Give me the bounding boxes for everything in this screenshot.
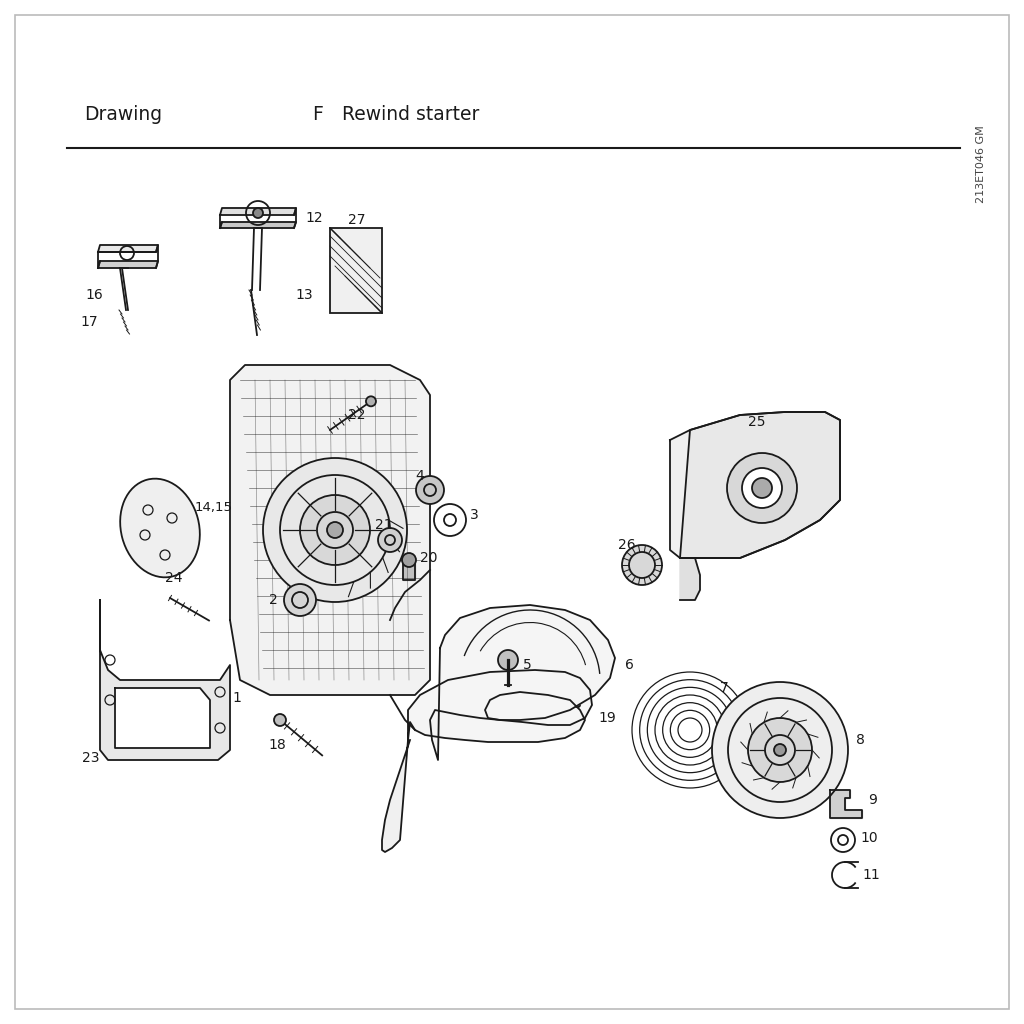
Polygon shape (230, 365, 430, 695)
Text: 1: 1 (232, 691, 241, 705)
Bar (330, 228, 382, 313)
Text: 2: 2 (269, 593, 278, 607)
Polygon shape (408, 670, 592, 742)
Text: 21: 21 (375, 518, 392, 532)
Polygon shape (98, 261, 158, 268)
Text: 19: 19 (598, 711, 615, 725)
Text: Drawing: Drawing (84, 105, 162, 125)
Text: 16: 16 (85, 288, 102, 302)
Text: 213ET046 GM: 213ET046 GM (976, 125, 986, 203)
Text: 18: 18 (268, 738, 286, 752)
Text: 25: 25 (748, 415, 766, 429)
Text: 24: 24 (165, 571, 182, 585)
Text: 3: 3 (470, 508, 479, 522)
Text: 12: 12 (305, 211, 323, 225)
Circle shape (274, 714, 286, 726)
Circle shape (498, 650, 518, 670)
Text: 5: 5 (523, 658, 531, 672)
Circle shape (300, 495, 370, 565)
Text: 20: 20 (420, 551, 437, 565)
Text: 14,15: 14,15 (195, 502, 233, 514)
Text: 4: 4 (415, 469, 424, 483)
Circle shape (712, 682, 848, 818)
Polygon shape (680, 412, 840, 558)
Polygon shape (100, 600, 230, 760)
Circle shape (284, 584, 316, 616)
Circle shape (622, 545, 662, 585)
Circle shape (742, 468, 782, 508)
Polygon shape (830, 790, 862, 818)
Circle shape (253, 208, 263, 218)
Text: 6: 6 (625, 658, 634, 672)
Polygon shape (98, 245, 158, 252)
Text: 8: 8 (856, 733, 865, 746)
FancyBboxPatch shape (546, 684, 580, 707)
Text: Rewind starter: Rewind starter (342, 105, 479, 125)
Polygon shape (382, 740, 410, 852)
Text: 22: 22 (348, 408, 366, 422)
Circle shape (416, 476, 444, 504)
Text: 10: 10 (860, 831, 878, 845)
Circle shape (752, 478, 772, 498)
Circle shape (327, 522, 343, 538)
Text: 23: 23 (82, 751, 99, 765)
Polygon shape (220, 222, 296, 228)
Circle shape (774, 744, 786, 756)
Circle shape (366, 396, 376, 407)
Text: 9: 9 (868, 793, 877, 807)
Text: F: F (312, 105, 323, 125)
Polygon shape (670, 412, 840, 558)
Circle shape (263, 458, 407, 602)
Circle shape (727, 453, 797, 523)
Text: 17: 17 (80, 315, 97, 329)
Text: 26: 26 (618, 538, 636, 552)
Text: 27: 27 (348, 213, 366, 227)
Polygon shape (115, 688, 210, 748)
Polygon shape (680, 558, 700, 600)
Polygon shape (430, 605, 615, 760)
FancyBboxPatch shape (458, 683, 497, 709)
FancyBboxPatch shape (503, 681, 542, 707)
Ellipse shape (120, 478, 200, 578)
Text: 13: 13 (295, 288, 312, 302)
Circle shape (402, 553, 416, 567)
Text: 11: 11 (862, 868, 880, 882)
Circle shape (748, 718, 812, 782)
Polygon shape (220, 208, 296, 215)
Polygon shape (403, 560, 415, 580)
Circle shape (378, 528, 402, 552)
Text: 7: 7 (720, 681, 729, 695)
